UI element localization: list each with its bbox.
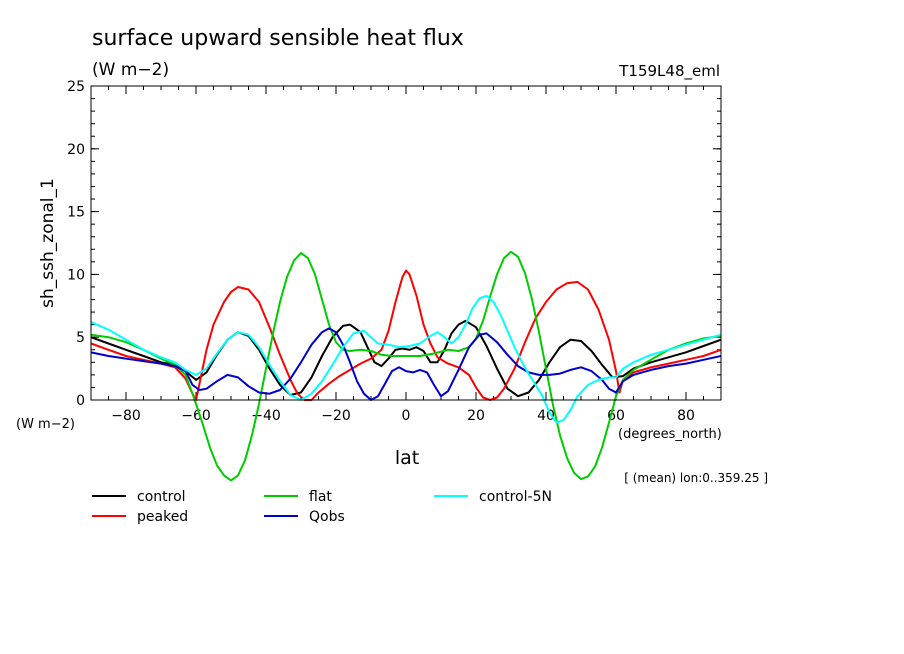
y-tick-label: 10 xyxy=(67,267,85,283)
y-axis-label: sh_ssh_zonal_1 xyxy=(38,178,58,308)
legend-label: control xyxy=(137,489,186,505)
y-tick-label: 5 xyxy=(76,330,85,346)
x-tick-label: 40 xyxy=(537,408,555,424)
chart-subtitle-units: (W m−2) xyxy=(92,60,169,80)
legend: control peaked flat Qobs control-5N xyxy=(92,489,552,525)
x-tick-label: −20 xyxy=(321,408,351,424)
run-label: T159L48_eml xyxy=(618,62,720,81)
y-tick-label: 25 xyxy=(67,79,85,95)
series-line-control xyxy=(91,319,721,398)
series-lines xyxy=(91,250,721,482)
legend-label: flat xyxy=(309,489,332,505)
series-line-qobs xyxy=(91,327,721,401)
legend-label: peaked xyxy=(137,509,188,525)
x-tick-label: 20 xyxy=(467,408,485,424)
legend-label: Qobs xyxy=(309,509,345,525)
y-tick-label: 0 xyxy=(76,393,85,409)
y-tick-label: 15 xyxy=(67,205,85,221)
series-line-control-5n xyxy=(91,294,721,424)
plot-frame xyxy=(90,85,722,401)
y-axis-unit-label: (W m−2) xyxy=(16,417,75,432)
x-tick-label: 0 xyxy=(402,408,411,424)
x-axis-unit-label: (degrees_north) xyxy=(618,427,722,442)
x-tick-label: −80 xyxy=(111,408,141,424)
x-tick-label: −40 xyxy=(251,408,281,424)
mean-annotation: [ (mean) lon:0..359.25 ] xyxy=(624,471,768,485)
x-tick-label: −60 xyxy=(181,408,211,424)
series-line-peaked xyxy=(91,269,721,401)
x-tick-label: 80 xyxy=(677,408,695,424)
series-line-flat xyxy=(91,250,721,482)
chart-title: surface upward sensible heat flux xyxy=(92,26,464,51)
legend-label: control-5N xyxy=(479,489,552,505)
y-tick-label: 20 xyxy=(67,142,85,158)
x-axis-label: lat xyxy=(395,447,419,469)
